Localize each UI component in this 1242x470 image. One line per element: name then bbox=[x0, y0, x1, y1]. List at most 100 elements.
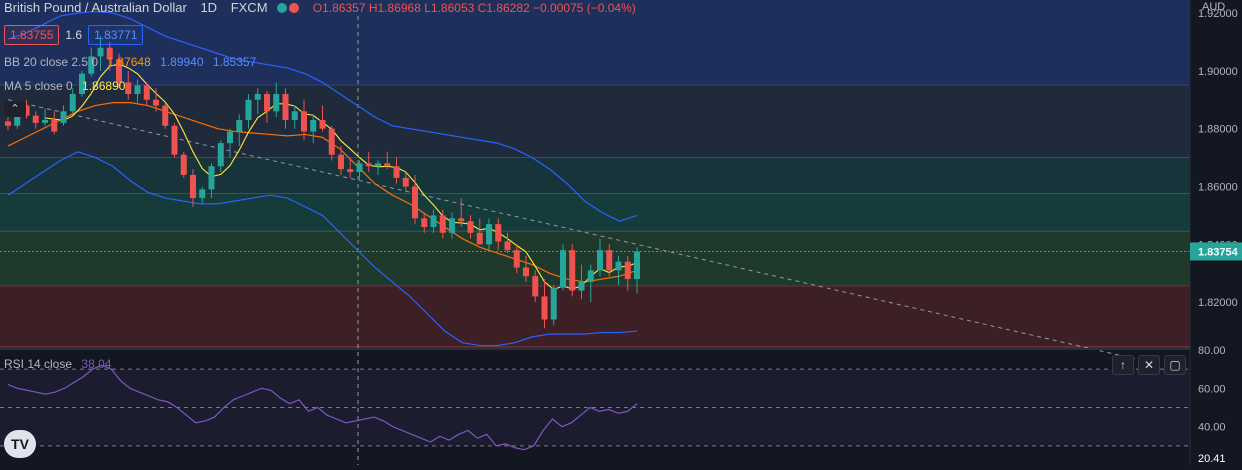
price-tick-label: 1.88000 bbox=[1198, 124, 1238, 136]
ma-line bbox=[44, 63, 638, 291]
arrow-up-icon[interactable]: ↑ bbox=[1112, 355, 1134, 375]
candle-body bbox=[245, 99, 252, 121]
ma-label: MA 5 close 0 bbox=[4, 79, 73, 93]
candle-body bbox=[384, 163, 391, 167]
candle-body bbox=[421, 218, 428, 227]
price-zone bbox=[0, 0, 1190, 86]
close-icon[interactable]: ✕ bbox=[1138, 355, 1160, 375]
candle-body bbox=[32, 115, 39, 123]
rsi-tick-label: 80.00 bbox=[1198, 345, 1226, 357]
ohlc-open: O1.86357 bbox=[312, 1, 366, 15]
buy-button[interactable]: 1.83771 bbox=[88, 25, 144, 45]
ohlc-close: C1.86282 bbox=[477, 1, 530, 15]
candle-body bbox=[208, 166, 215, 190]
candle-body bbox=[523, 267, 529, 277]
candle-body bbox=[51, 120, 58, 132]
ma-legend[interactable]: MA 5 close 0 1.86890 bbox=[4, 79, 125, 93]
candle-body bbox=[134, 85, 141, 94]
price-zone bbox=[0, 157, 1190, 194]
candle-body bbox=[513, 250, 520, 268]
market-status-dots[interactable] bbox=[277, 1, 301, 16]
candle-body bbox=[356, 163, 363, 173]
tradingview-logo-icon[interactable]: TV bbox=[4, 430, 36, 458]
currency-label: AUD bbox=[1202, 1, 1225, 13]
candle-body bbox=[467, 221, 474, 233]
sell-button[interactable]: 1.83755 bbox=[4, 25, 60, 45]
candle-body bbox=[569, 250, 576, 291]
candle-body bbox=[328, 128, 335, 155]
price-zone bbox=[0, 231, 1190, 287]
candle-body bbox=[476, 232, 483, 245]
spread-label: 1.6 bbox=[65, 28, 83, 42]
candle-body bbox=[291, 111, 298, 121]
price-zone bbox=[0, 193, 1190, 232]
rsi-tick-label: 60.00 bbox=[1198, 383, 1226, 395]
candle-body bbox=[116, 59, 122, 83]
candle-body bbox=[532, 276, 539, 297]
candle-body bbox=[458, 218, 465, 222]
candle-body bbox=[597, 250, 603, 271]
candle-body bbox=[171, 125, 178, 155]
candle-body bbox=[338, 154, 344, 170]
candle-body bbox=[560, 250, 566, 288]
candle-body bbox=[180, 154, 187, 175]
price-axis-bg bbox=[1190, 0, 1242, 465]
symbol-title[interactable]: British Pound / Australian Dollar bbox=[4, 0, 187, 15]
candle-body bbox=[106, 47, 113, 60]
candle-body bbox=[606, 250, 613, 271]
market-open-icon bbox=[277, 3, 288, 14]
candle-body bbox=[393, 166, 400, 178]
candle-body bbox=[365, 163, 372, 167]
interval-label[interactable]: 1D bbox=[200, 0, 218, 15]
candle-body bbox=[347, 169, 354, 173]
candle-body bbox=[190, 174, 196, 199]
rsi-legend[interactable]: RSI 14 close 38.04 bbox=[4, 357, 111, 371]
rsi-last-label: 20.41 bbox=[1198, 453, 1226, 465]
collapse-chevron-icon[interactable]: ⌃ bbox=[4, 101, 26, 117]
candle-body bbox=[495, 224, 502, 242]
candle-body bbox=[449, 218, 455, 233]
candle-body bbox=[402, 177, 409, 187]
candle-body bbox=[162, 105, 169, 126]
bb-mid-line bbox=[7, 102, 638, 283]
bb-lower-line bbox=[7, 151, 638, 347]
candle-body bbox=[319, 120, 326, 129]
candle-body bbox=[624, 261, 631, 280]
maximize-icon[interactable]: ▢ bbox=[1164, 355, 1186, 375]
candle-body bbox=[143, 85, 150, 100]
exchange-label: FXCM bbox=[230, 0, 268, 15]
rsi-label: RSI 14 close bbox=[4, 357, 73, 371]
candle-body bbox=[486, 224, 492, 245]
candle-body bbox=[5, 121, 11, 126]
candle-body bbox=[550, 287, 557, 320]
candle-body bbox=[79, 73, 85, 94]
candle-body bbox=[125, 82, 132, 94]
rsi-value: 38.04 bbox=[81, 357, 112, 371]
ohlc-low: L1.86053 bbox=[424, 1, 475, 15]
candle-body bbox=[375, 163, 381, 167]
price-tick-label: 1.82000 bbox=[1198, 297, 1238, 309]
trendline bbox=[7, 99, 1141, 361]
candle-body bbox=[634, 251, 640, 280]
price-zone bbox=[0, 85, 1190, 158]
candle-body bbox=[264, 93, 270, 112]
candle-body bbox=[217, 143, 224, 167]
rsi-line bbox=[7, 364, 638, 451]
chart-header: British Pound / Australian Dollar 1D FXC… bbox=[4, 0, 636, 16]
candle-body bbox=[310, 120, 317, 132]
candle-body bbox=[199, 189, 206, 199]
price-zone bbox=[0, 286, 1190, 347]
candle-body bbox=[541, 296, 548, 320]
bb-legend[interactable]: BB 20 close 2.5 0 1.87648 1.89940 1.8535… bbox=[4, 55, 256, 69]
rsi-tick-label: 40.00 bbox=[1198, 422, 1226, 434]
ma-value: 1.86890 bbox=[82, 79, 126, 93]
candle-body bbox=[254, 93, 261, 100]
candle-body bbox=[23, 105, 30, 116]
candle-body bbox=[615, 261, 622, 271]
candle-body bbox=[88, 56, 95, 74]
ohlc-high: H1.86968 bbox=[368, 1, 421, 15]
candle-body bbox=[60, 111, 67, 123]
candle-body bbox=[578, 281, 585, 291]
